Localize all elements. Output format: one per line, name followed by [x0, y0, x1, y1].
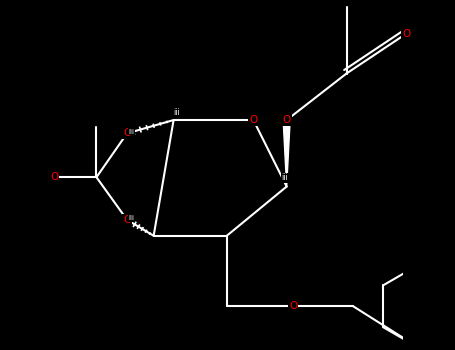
Text: iii: iii	[173, 108, 180, 117]
Polygon shape	[283, 120, 290, 187]
Text: O: O	[123, 215, 131, 225]
Text: iii: iii	[128, 215, 134, 221]
Text: O: O	[289, 301, 298, 311]
Text: O: O	[283, 115, 291, 125]
Text: iii: iii	[282, 173, 288, 182]
Text: O: O	[402, 29, 410, 38]
Text: iii: iii	[128, 128, 134, 135]
Text: O: O	[249, 115, 258, 125]
Text: O: O	[50, 172, 58, 182]
Text: O: O	[123, 128, 131, 138]
